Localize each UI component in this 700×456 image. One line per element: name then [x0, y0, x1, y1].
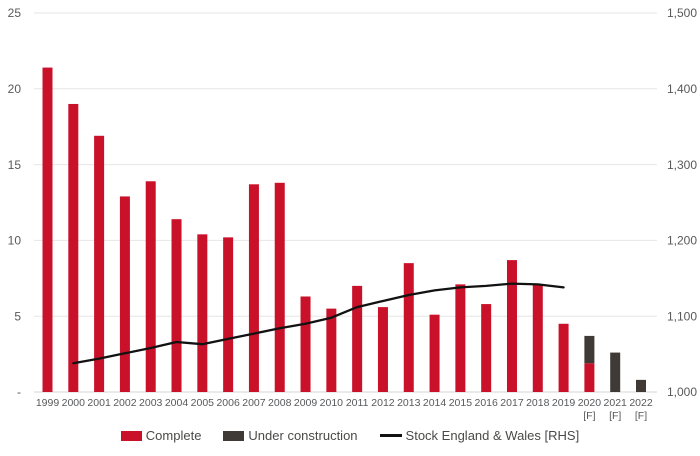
stock-line-swatch-icon: [379, 434, 402, 437]
bar-complete-2006: [223, 237, 234, 392]
x-axis-label-2020: 2020: [578, 397, 602, 409]
bar-complete-2002: [119, 196, 130, 392]
x-axis-label-2012: 2012: [371, 397, 395, 409]
right-axis-tick: 1,400: [667, 82, 697, 96]
right-axis-tick: 1,200: [667, 234, 697, 248]
bar-complete-2012: [377, 307, 388, 392]
x-axis-label-2006: 2006: [216, 397, 240, 409]
x-axis-label-2021: 2021: [604, 397, 628, 409]
bar-under-construction-2020: [584, 335, 595, 364]
x-axis-forecast-flag-2021: [F]: [609, 410, 621, 422]
legend-label-complete: Complete: [145, 428, 202, 443]
left-axis-tick: 10: [8, 234, 22, 248]
bar-complete-2014: [429, 314, 440, 392]
bar-complete-2019: [558, 323, 569, 392]
left-axis-tick: 15: [8, 158, 22, 172]
x-axis-forecast-flag-2022: [F]: [635, 410, 647, 422]
bar-complete-2005: [197, 234, 208, 392]
legend-label-under-construction: Under construction: [248, 428, 358, 443]
x-axis-label-2015: 2015: [449, 397, 473, 409]
bar-complete-2020: [584, 363, 595, 392]
bar-under-construction-2022: [636, 379, 646, 392]
x-axis-label-2005: 2005: [191, 397, 215, 409]
bar-complete-2000: [68, 103, 79, 393]
x-axis-label-2016: 2016: [474, 397, 498, 409]
x-axis-label-2022: 2022: [629, 397, 653, 409]
under-construction-swatch-icon: [223, 430, 245, 441]
bar-complete-1999: [42, 67, 53, 393]
x-axis-label-2002: 2002: [113, 397, 137, 409]
x-axis-label-2013: 2013: [397, 397, 421, 409]
left-axis-tick: 20: [8, 82, 22, 96]
x-axis-label-2007: 2007: [242, 397, 266, 409]
x-axis-label-2000: 2000: [62, 397, 86, 409]
bar-complete-2013: [403, 263, 414, 392]
right-axis-tick: 1,000: [667, 385, 697, 399]
bar-complete-2004: [171, 219, 182, 392]
chart-legend: Complete Under construction Stock Englan…: [0, 428, 700, 443]
x-axis-label-2001: 2001: [87, 397, 111, 409]
bar-complete-2018: [532, 284, 543, 392]
x-axis-label-2003: 2003: [139, 397, 163, 409]
right-axis-tick: 1,500: [667, 6, 697, 20]
bar-complete-2009: [300, 296, 311, 392]
x-axis-label-2014: 2014: [423, 397, 447, 409]
bar-complete-2007: [248, 184, 259, 392]
bar-complete-2008: [274, 182, 285, 392]
bar-complete-2015: [455, 284, 466, 392]
x-axis-label-2011: 2011: [346, 397, 369, 409]
x-axis-label-1999: 1999: [36, 397, 60, 409]
left-axis-tick: -: [17, 385, 21, 399]
left-axis-tick: 25: [8, 6, 22, 20]
bar-complete-2003: [145, 181, 156, 392]
left-axis-tick: 5: [14, 309, 21, 323]
x-axis-label-2010: 2010: [320, 397, 344, 409]
right-axis-tick: 1,100: [667, 309, 697, 323]
x-axis-label-2008: 2008: [268, 397, 292, 409]
legend-item-stock: Stock England & Wales [RHS]: [379, 428, 580, 443]
legend-label-stock: Stock England & Wales [RHS]: [405, 428, 580, 443]
x-axis-label-2018: 2018: [526, 397, 550, 409]
x-axis-label-2009: 2009: [294, 397, 318, 409]
complete-swatch-icon: [120, 430, 142, 441]
bar-complete-2017: [506, 260, 517, 392]
bar-complete-2010: [326, 308, 337, 392]
bar-complete-2016: [481, 304, 492, 392]
x-axis-label-2004: 2004: [165, 397, 189, 409]
legend-item-complete: Complete: [120, 428, 202, 443]
legend-item-under-construction: Under construction: [223, 428, 358, 443]
stock-line: [72, 282, 565, 365]
x-axis-label-2019: 2019: [552, 397, 576, 409]
right-axis-tick: 1,300: [667, 158, 697, 172]
bar-complete-2001: [94, 135, 105, 392]
bar-complete-2011: [352, 285, 363, 392]
x-axis-label-2017: 2017: [500, 397, 524, 409]
x-axis-forecast-flag-2020: [F]: [583, 410, 595, 422]
bar-under-construction-2021: [610, 352, 621, 392]
